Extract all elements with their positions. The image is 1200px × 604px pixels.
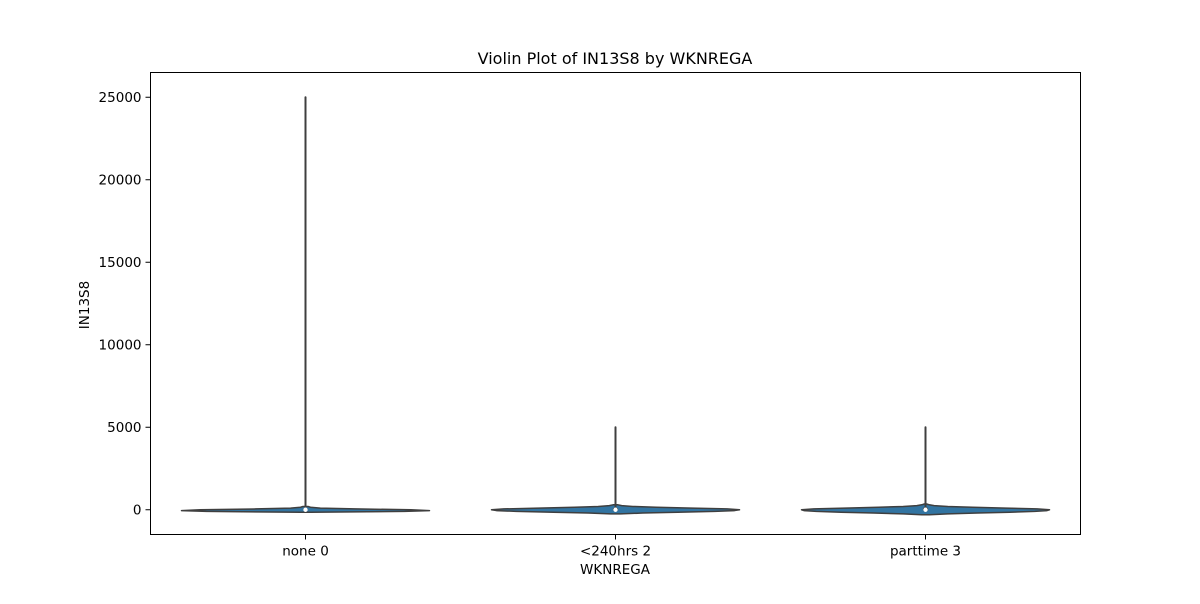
y-axis-label: IN13S8 <box>77 281 93 329</box>
violin-median-point <box>923 507 928 512</box>
violin-2 <box>490 426 741 515</box>
violin-median-point <box>303 507 308 512</box>
y-tick-label: 0 <box>133 502 142 518</box>
y-tick-label: 5000 <box>107 420 141 436</box>
violin-1 <box>180 96 431 513</box>
chart-title: Violin Plot of IN13S8 by WKNREGA <box>478 49 753 68</box>
y-tick-label: 15000 <box>99 255 142 271</box>
plot-frame <box>150 72 1081 535</box>
violin-median-point <box>613 507 618 512</box>
x-axis-label: WKNREGA <box>580 562 651 578</box>
y-tick-label: 25000 <box>99 90 142 106</box>
x-tick-label: <240hrs 2 <box>580 544 651 560</box>
y-ticks-layer: 0 5000 10000 15000 20000 25000 <box>99 90 151 518</box>
y-tick-label: 20000 <box>99 172 142 188</box>
violins-layer <box>180 96 1051 516</box>
x-tick-label: none 0 <box>282 544 329 560</box>
x-tick-label: parttime 3 <box>890 544 961 560</box>
violin-3 <box>800 426 1051 516</box>
y-tick-label: 10000 <box>99 337 142 353</box>
x-ticks-layer: none 0 <240hrs 2 parttime 3 <box>282 534 961 560</box>
